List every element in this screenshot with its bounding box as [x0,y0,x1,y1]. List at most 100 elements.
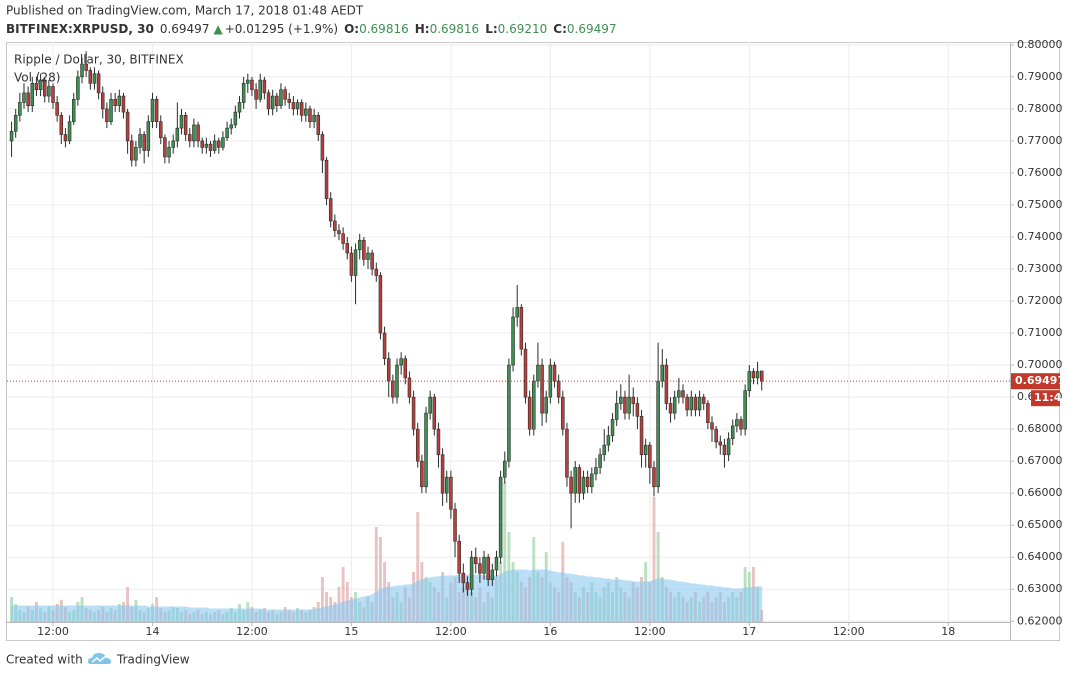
symbol-line: BITFINEX:XRPUSD, 30 0.69497 ▲ +0.01295 (+1.… [6,22,617,36]
candle-body [241,82,246,103]
candle-body [689,396,694,411]
last-price-box [1011,373,1060,390]
footer-brand: TradingView [116,653,190,667]
candle-body [469,556,474,590]
ohlc-value: 0.69210 [498,22,548,36]
ohlc-label: L: [485,22,497,36]
candle-body [22,92,26,103]
grid [7,42,1010,622]
candle-body [519,307,524,350]
candle-body [639,416,644,456]
candle-body [113,98,117,106]
candle-body [316,115,321,135]
volume-ma-area [11,569,763,623]
candle-body [610,419,615,436]
candle-body [188,134,192,142]
candle-body [465,582,470,590]
candle-body [399,358,403,366]
candle-body [299,102,304,116]
candle-body [362,239,366,260]
candle-body [627,396,631,414]
candle-body [660,364,665,382]
candle-body [38,79,43,90]
candle-body [523,348,528,398]
candle-body [714,428,718,443]
y-tick-label: 0.72000 [1017,294,1063,307]
candle-body [503,460,507,478]
candle-body [353,249,358,276]
candle-body [138,134,142,148]
y-tick-label: 0.63000 [1017,582,1063,595]
candle-body [34,82,39,90]
candle-body [67,121,72,142]
candle-body [159,121,163,139]
x-tick-label: 18 [941,625,955,638]
candle-body [192,124,196,142]
candle-body [382,332,387,359]
candle-body [594,467,598,475]
candle-body [515,307,519,318]
candle-body [333,220,337,231]
candle-body [590,473,594,488]
y-tick-label: 0.79000 [1017,70,1063,83]
last-price-label: 0.69497 [1015,374,1065,387]
axes: 0.62000 0.63000 0.64000 0.65000 0.66000 0.670… [37,38,1067,638]
candle-body [440,454,445,494]
candle-body [76,76,80,100]
candle-body [656,380,660,488]
candle-body [374,268,379,276]
x-tick-label: 12:00 [833,625,865,638]
x-tick-label: 12:00 [435,625,467,638]
candle-body [237,102,242,113]
candle-body [494,556,499,571]
candle-body [697,396,702,411]
candle-body [482,556,486,574]
candle-body [254,89,258,100]
change: +0.01295 (+1.9%) [225,22,338,36]
candle-body [225,127,229,139]
candle-body [726,438,731,456]
volume-layer [10,482,764,623]
y-tick-label: 0.68000 [1017,422,1063,435]
y-tick-label: 0.70000 [1017,358,1063,371]
candle-body [250,79,254,90]
candle-body [146,121,151,151]
candle-body [677,390,681,398]
candle-body [324,159,329,199]
y-tick-label: 0.74000 [1017,230,1063,243]
y-tick-label: 0.66000 [1017,486,1063,499]
candle-body [345,243,350,254]
candle-body [88,70,93,84]
candle-body [474,556,478,564]
candle-body [59,115,64,135]
candle-body [436,428,441,456]
candle-body [643,444,648,456]
candle-body [755,371,760,379]
candle-body [63,134,68,142]
candle-body [233,111,238,126]
candle-body [585,476,590,488]
candle-body [602,444,606,456]
candle-body [167,147,171,158]
candle-body [320,134,325,161]
candle-body [96,73,101,94]
candle-body [407,377,412,398]
candle-body [171,140,175,148]
y-tick-label: 0.75000 [1017,198,1063,211]
y-tick-label: 0.64000 [1017,550,1063,563]
candle-body [84,63,88,71]
candle-body [183,115,188,135]
symbol: BITFINEX:XRPUSD, 30 [6,22,154,36]
candle-body [125,111,130,142]
ohlc-label: O: [344,22,359,36]
candle-body [357,239,362,251]
candle-body [490,569,495,580]
candle-body [681,390,685,398]
candle-body [30,82,35,106]
candle-body [47,86,51,97]
candle-body [283,89,287,100]
candle-body [444,476,449,494]
candle-body [544,396,548,414]
candle-body [386,358,391,382]
